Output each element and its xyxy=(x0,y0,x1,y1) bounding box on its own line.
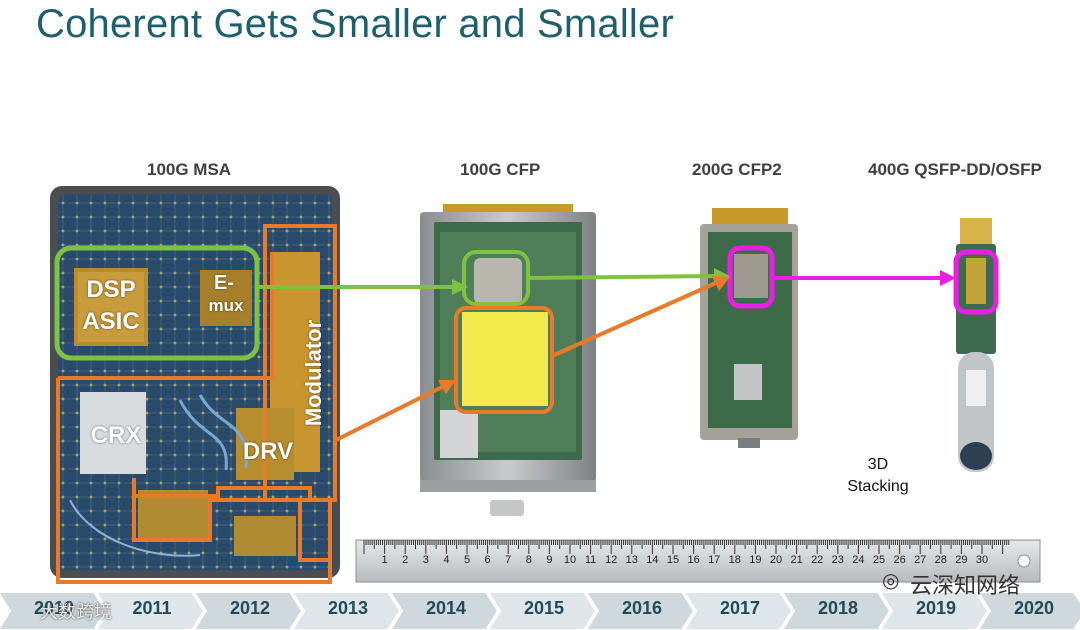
module-label-200g-cfp2: 200G CFP2 xyxy=(692,160,782,179)
ruler-number: 16 xyxy=(687,554,700,566)
dsp-label: DSP xyxy=(86,276,136,303)
magenta-arrow xyxy=(772,270,956,286)
timeline-chevron xyxy=(192,592,304,630)
ruler-number: 1 xyxy=(381,554,388,566)
ruler-number: 2 xyxy=(402,554,409,566)
orange-arrow xyxy=(335,276,730,442)
timeline-year: 2018 xyxy=(817,598,859,618)
timeline-year: 2020 xyxy=(1013,598,1055,618)
timeline-year: 2016 xyxy=(621,598,663,618)
annotation-stacking: Stacking xyxy=(847,478,909,495)
timeline-chevron xyxy=(976,592,1080,630)
ruler-number: 17 xyxy=(708,554,721,566)
timeline-year: 2013 xyxy=(327,598,369,618)
ruler-number: 24 xyxy=(852,554,865,566)
timeline-year: 2012 xyxy=(229,598,271,618)
ruler-number: 13 xyxy=(625,554,638,566)
timeline-chevron xyxy=(584,592,696,630)
ruler-number: 5 xyxy=(463,554,471,566)
annotation-3d: 3D xyxy=(867,456,889,473)
ruler-number: 27 xyxy=(914,554,927,566)
ruler-number: 23 xyxy=(831,554,844,566)
ruler-number: 6 xyxy=(484,554,491,566)
ruler-number: 9 xyxy=(546,554,553,566)
emux-label-line2: mux xyxy=(208,296,244,315)
drv-label: DRV xyxy=(242,438,294,465)
ruler-number: 29 xyxy=(955,554,968,566)
ruler-number: 14 xyxy=(646,554,659,566)
timeline-chevron xyxy=(0,592,108,630)
timeline-year: 2017 xyxy=(719,598,761,618)
module-label-100g-msa: 100G MSA xyxy=(147,160,232,179)
ruler-number: 4 xyxy=(443,554,450,566)
cfp2-module-photo xyxy=(700,208,798,448)
timeline-year: 2011 xyxy=(132,598,172,618)
ruler-number: 28 xyxy=(934,554,947,566)
ruler-number: 20 xyxy=(769,554,783,566)
ruler-number: 3 xyxy=(422,554,429,566)
timeline-bar xyxy=(0,592,1080,630)
timeline-year: 2019 xyxy=(915,598,957,618)
watermark-left: 大数跨境 xyxy=(40,602,112,623)
ruler-number: 25 xyxy=(872,554,886,566)
ruler-number: 10 xyxy=(563,554,577,566)
ruler-number: 18 xyxy=(728,554,741,566)
ruler-number: 30 xyxy=(975,554,989,566)
ruler-number: 26 xyxy=(893,554,906,566)
qsfp-module-photo xyxy=(953,218,999,472)
module-label-400g-qsfp: 400G QSFP-DD/OSFP xyxy=(868,160,1042,179)
ruler-number: 7 xyxy=(505,554,512,566)
modulator-label: Modulator xyxy=(301,319,326,427)
ruler-number: 21 xyxy=(790,554,803,566)
timeline-chevron xyxy=(878,592,990,630)
timeline-year: 2015 xyxy=(523,598,565,618)
crx-label: CRX xyxy=(90,422,142,449)
timeline-chevron xyxy=(486,592,598,630)
ruler-number: 22 xyxy=(811,554,824,566)
watermark-brand: 云深知网络 xyxy=(910,574,1021,599)
module-label-100g-cfp: 100G CFP xyxy=(460,160,541,179)
timeline-chevron xyxy=(388,592,500,630)
timeline-year: 2010 xyxy=(33,598,75,618)
timeline-chevron xyxy=(780,592,892,630)
slide-title: Coherent Gets Smaller and Smaller xyxy=(36,2,674,46)
msa-module-photo xyxy=(50,186,340,584)
emux-label-line1: E- xyxy=(214,272,234,294)
ruler-number: 12 xyxy=(605,554,618,566)
ruler-number: 8 xyxy=(525,554,532,566)
ruler-number: 11 xyxy=(584,554,597,566)
cfp-module-photo xyxy=(420,204,596,516)
ruler-number: 15 xyxy=(666,554,680,566)
timeline-chevron xyxy=(94,592,206,630)
wechat-icon: ◎ xyxy=(882,568,900,592)
asic-label: ASIC xyxy=(82,308,140,335)
ruler xyxy=(355,539,1041,583)
timeline-year: 2014 xyxy=(425,598,467,618)
ruler-number: 19 xyxy=(749,554,762,566)
timeline-chevron xyxy=(290,592,402,630)
timeline-chevron xyxy=(682,592,794,630)
